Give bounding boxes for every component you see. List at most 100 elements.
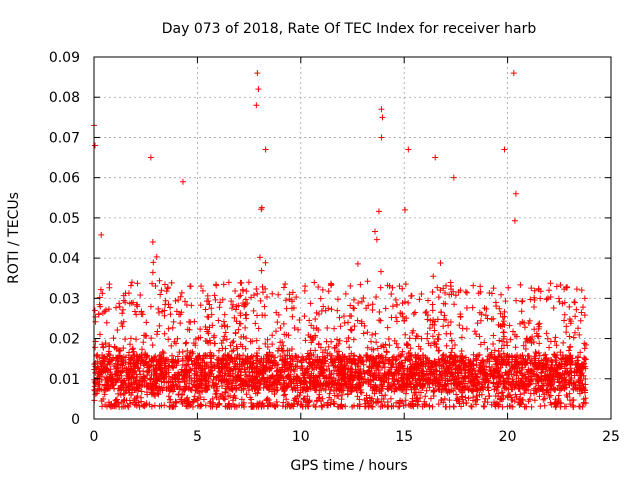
data-point <box>388 291 395 298</box>
data-point <box>511 331 518 338</box>
data-point <box>197 394 204 401</box>
data-point <box>107 366 114 373</box>
data-point <box>576 403 583 410</box>
data-point <box>365 367 372 374</box>
data-point <box>450 288 457 295</box>
data-point <box>96 381 103 388</box>
data-point <box>514 365 521 372</box>
data-point <box>337 403 344 410</box>
data-point <box>456 363 463 370</box>
data-point <box>369 363 376 370</box>
data-point <box>536 393 543 400</box>
data-point <box>446 360 453 367</box>
data-point <box>141 403 148 410</box>
data-point <box>486 358 493 365</box>
data-point <box>172 374 179 381</box>
data-point <box>366 394 373 401</box>
data-point <box>575 353 582 360</box>
y-tick-label: 0.03 <box>49 291 80 307</box>
data-point <box>376 369 383 376</box>
data-point <box>296 317 303 324</box>
data-point <box>278 357 285 364</box>
data-point <box>408 353 415 360</box>
data-point <box>303 385 310 392</box>
data-point <box>473 393 480 400</box>
data-point <box>476 333 483 340</box>
data-point <box>120 318 127 325</box>
data-point <box>274 379 281 386</box>
data-point <box>182 298 189 305</box>
data-point <box>238 361 245 368</box>
data-point <box>142 375 149 382</box>
data-point <box>277 353 284 360</box>
data-point <box>479 357 486 364</box>
data-point <box>274 347 281 354</box>
data-point <box>128 279 135 286</box>
data-point <box>241 377 248 384</box>
data-point <box>109 375 116 382</box>
data-point <box>510 328 517 335</box>
data-point <box>553 342 560 349</box>
data-point <box>301 377 308 384</box>
data-point <box>288 296 295 303</box>
data-point <box>456 379 463 386</box>
data-point <box>484 345 491 352</box>
data-point <box>486 290 493 297</box>
data-point <box>360 330 367 337</box>
data-point <box>535 357 542 364</box>
data-point <box>560 339 567 346</box>
data-point <box>308 352 315 359</box>
data-point <box>274 361 281 368</box>
data-point <box>513 378 520 385</box>
data-point <box>507 336 514 343</box>
data-point <box>552 334 559 341</box>
data-point <box>119 306 126 313</box>
data-point <box>135 357 142 364</box>
data-point <box>548 381 555 388</box>
data-point <box>157 291 164 298</box>
data-point <box>576 379 583 386</box>
data-point <box>113 396 120 403</box>
data-point <box>226 359 233 366</box>
data-point <box>225 400 232 407</box>
data-point <box>576 331 583 338</box>
data-point <box>262 340 269 347</box>
data-point <box>313 364 320 371</box>
data-point <box>446 397 453 404</box>
data-point <box>442 370 449 377</box>
data-point <box>161 307 168 314</box>
data-point <box>233 303 240 310</box>
data-point <box>236 320 243 327</box>
data-point <box>147 380 154 387</box>
data-point <box>138 377 145 383</box>
data-point <box>171 338 178 345</box>
data-point <box>253 360 260 367</box>
data-point <box>280 399 287 406</box>
data-point <box>183 362 190 369</box>
data-point <box>262 312 269 319</box>
data-point <box>578 364 585 371</box>
data-point <box>147 303 154 310</box>
data-point <box>581 295 588 302</box>
data-point <box>490 332 497 339</box>
data-point <box>511 217 518 224</box>
data-point <box>224 383 231 390</box>
data-point <box>336 337 343 344</box>
data-point <box>179 400 186 407</box>
data-point <box>480 366 487 373</box>
data-point <box>557 281 564 288</box>
data-point <box>373 386 380 393</box>
data-point <box>538 385 545 392</box>
data-point <box>236 354 243 361</box>
data-point <box>577 317 584 324</box>
data-point <box>258 355 265 362</box>
data-point <box>573 306 580 313</box>
data-point <box>435 294 442 301</box>
data-point <box>271 403 278 410</box>
data-point <box>183 373 190 380</box>
data-point <box>356 403 363 410</box>
data-point <box>187 283 194 290</box>
data-point <box>376 317 383 324</box>
data-point <box>249 364 256 371</box>
data-point <box>205 377 212 384</box>
